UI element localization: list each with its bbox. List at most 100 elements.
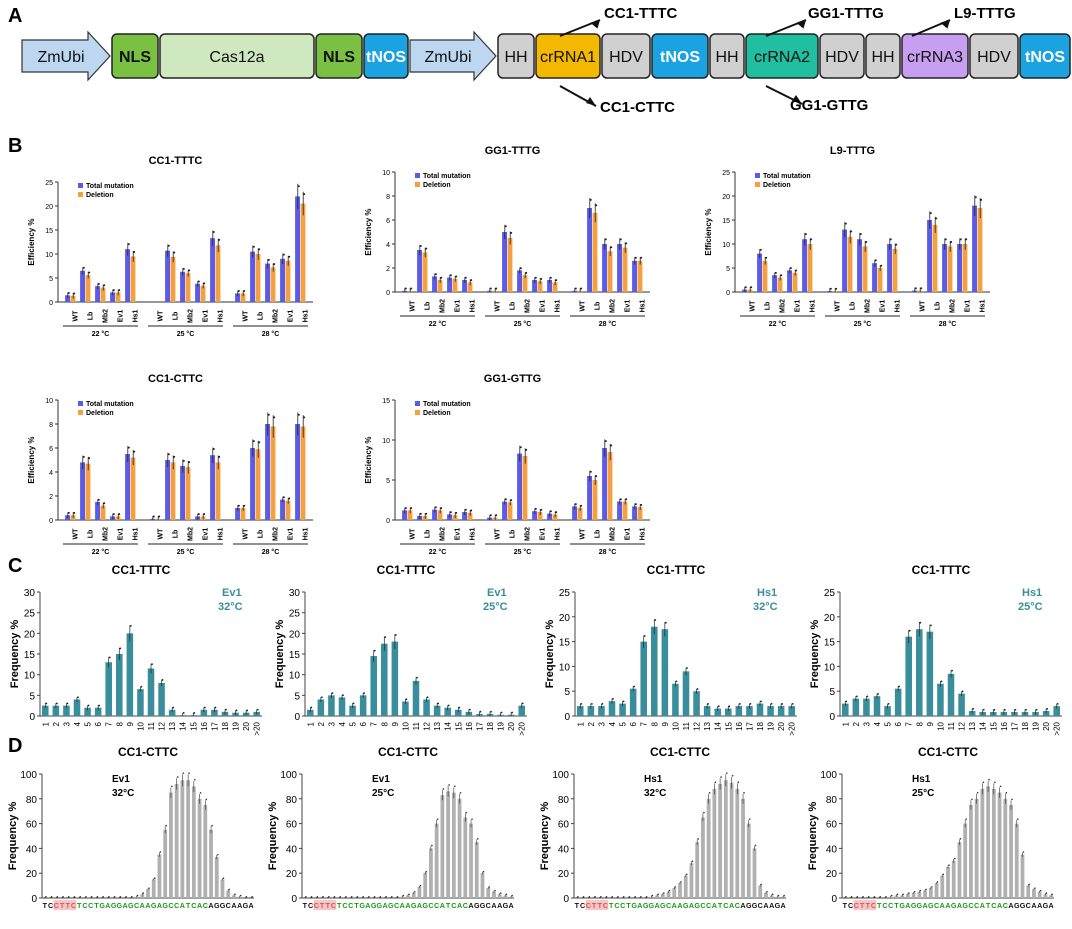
frequency-bar [1026, 885, 1031, 898]
data-dot [136, 894, 139, 897]
x-tick-label: 6 [94, 721, 103, 726]
x-tick-label: Mb2 [188, 527, 195, 541]
bar-total [942, 244, 947, 292]
sequence-letter: A [157, 901, 162, 910]
data-dot [425, 512, 428, 515]
data-dot [153, 877, 156, 880]
data-dot [252, 245, 255, 248]
data-dot [212, 231, 215, 234]
x-tick-label: Lb [935, 302, 942, 311]
data-dot [610, 444, 613, 447]
data-dot [953, 857, 956, 860]
frequency-bar [116, 654, 123, 716]
sequence-letter: C [434, 901, 439, 910]
sequence-letter: A [365, 901, 370, 910]
bar-deletion [200, 285, 206, 302]
x-tick-label: WT [158, 310, 165, 322]
frequency-bar [693, 691, 700, 716]
data-dot [549, 510, 552, 513]
bar-total [517, 270, 522, 292]
panel-letter-a: A [8, 5, 22, 27]
bar-deletion [170, 256, 176, 302]
data-dot [470, 279, 473, 282]
sequence-letter: G [99, 901, 105, 910]
sequence-letter: A [237, 901, 242, 910]
data-dot [696, 688, 699, 690]
y-tick-label: 15 [45, 228, 53, 235]
data-dot [625, 498, 628, 501]
data-dot [454, 785, 456, 788]
data-dot [625, 242, 628, 245]
data-dot [707, 702, 710, 705]
y-tick-label: 0 [829, 712, 835, 723]
data-dot [479, 710, 482, 713]
data-dot [982, 781, 985, 784]
y-tick-label: 10 [45, 398, 53, 405]
data-dot [936, 881, 939, 883]
y-tick-label: 15 [824, 638, 836, 649]
y-tick-label: 80 [286, 795, 298, 806]
sequence-letter: C [603, 901, 608, 910]
data-dot [1016, 818, 1019, 820]
sequence-letter: G [359, 901, 365, 910]
x-tick-label: Ev1 [288, 528, 295, 541]
data-dot [188, 269, 191, 272]
y-tick-label: 20 [559, 613, 571, 624]
data-dot [173, 251, 176, 254]
frequency-bar [951, 860, 956, 898]
data-dot [449, 511, 452, 514]
data-dot [717, 705, 720, 708]
frequency-bar [492, 891, 496, 898]
sequence-letter: G [377, 901, 383, 910]
data-dot [594, 896, 596, 898]
frequency-bar [433, 705, 441, 716]
x-tick-label: 17 [1010, 721, 1019, 730]
frequency-bar [672, 683, 679, 716]
y-tick-label: 5 [29, 691, 35, 702]
data-dot [489, 514, 492, 517]
data-dot [610, 246, 613, 249]
sequence-letter: G [128, 901, 134, 910]
frequency-bar [916, 629, 923, 716]
data-dot [951, 669, 953, 672]
x-tick-label: Hs1 [470, 527, 477, 540]
bar-deletion [85, 275, 91, 302]
bar-deletion [422, 252, 428, 292]
chart-title: CC1-CTTC [148, 373, 203, 385]
pam-highlight [853, 900, 877, 910]
data-dot [447, 704, 450, 707]
x-tick-label: WT [410, 300, 417, 312]
y-tick-label: 0 [291, 894, 297, 905]
temperature-label: 32°C [753, 601, 778, 613]
frequency-bar [746, 823, 751, 898]
data-dot [171, 785, 173, 788]
panel-letter-c: C [8, 555, 22, 577]
data-dot [675, 680, 678, 683]
data-dot [549, 276, 552, 279]
data-dot [944, 238, 947, 241]
bar-deletion [777, 277, 783, 292]
x-tick-label: Lb [88, 312, 95, 321]
data-dot [161, 679, 164, 681]
data-dot [413, 891, 416, 893]
data-dot [173, 455, 176, 458]
chart-title: L9-TTTG [830, 145, 875, 157]
bar-deletion [607, 251, 613, 292]
data-dot [419, 244, 422, 247]
temperature-label: 25°C [372, 788, 394, 799]
construct-label: crRNA1 [540, 49, 596, 66]
bar-total [617, 501, 622, 520]
x-tick-label: 16 [465, 721, 474, 730]
sequence-letter: G [1020, 901, 1026, 910]
sequence-letter: A [1037, 901, 1042, 910]
data-dot [385, 896, 387, 898]
data-dot [45, 702, 48, 705]
y-tick-label: 40 [286, 844, 298, 855]
frequency-bar [587, 706, 595, 716]
bar-total [402, 510, 407, 520]
sequence-letter: G [962, 901, 968, 910]
data-dot [1011, 798, 1013, 801]
bar-total [180, 466, 185, 520]
x-tick-label: 8 [650, 721, 659, 726]
